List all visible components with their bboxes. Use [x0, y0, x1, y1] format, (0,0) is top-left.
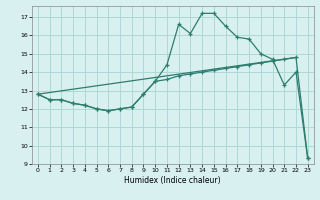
X-axis label: Humidex (Indice chaleur): Humidex (Indice chaleur)	[124, 176, 221, 185]
